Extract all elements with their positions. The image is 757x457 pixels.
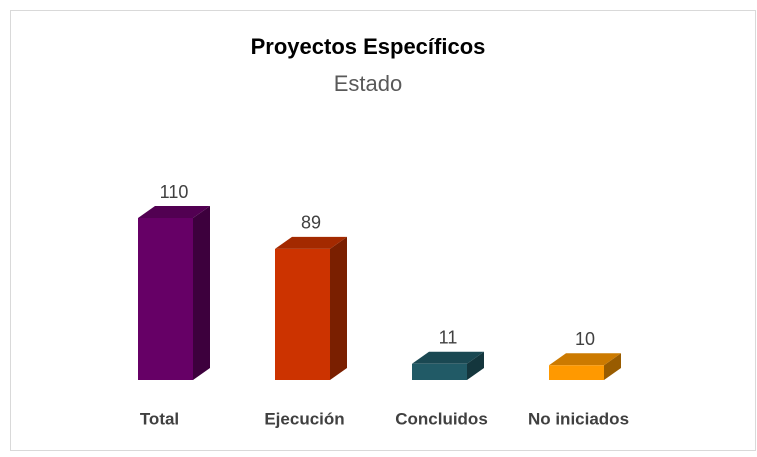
bar-side bbox=[193, 206, 210, 380]
value-label: 10 bbox=[575, 329, 595, 349]
bar bbox=[275, 236, 347, 380]
bar bbox=[549, 353, 621, 380]
bar bbox=[138, 206, 210, 380]
value-label: 110 bbox=[160, 182, 189, 202]
bar-top bbox=[412, 351, 484, 364]
bar-front bbox=[549, 365, 604, 380]
bar-top bbox=[549, 353, 621, 366]
bar-front bbox=[138, 218, 193, 380]
x-tick-label: No iniciados bbox=[528, 409, 629, 428]
value-label: 11 bbox=[439, 328, 458, 348]
x-tick-label: Total bbox=[140, 409, 179, 428]
bar-top bbox=[138, 206, 210, 218]
bar-front bbox=[275, 248, 330, 380]
bar-side bbox=[604, 353, 621, 380]
bar bbox=[412, 351, 484, 380]
x-tick-label: Ejecución bbox=[264, 409, 344, 428]
value-label: 89 bbox=[301, 213, 321, 233]
bar-front bbox=[412, 363, 467, 380]
chart-subtitle: Estado bbox=[334, 71, 403, 96]
bar-top bbox=[275, 236, 347, 249]
bar-side bbox=[467, 351, 484, 380]
bar-side bbox=[330, 236, 347, 380]
chart-title: Proyectos Específicos bbox=[251, 34, 486, 59]
chart-frame bbox=[10, 10, 756, 451]
x-tick-label: Concluidos bbox=[395, 409, 488, 428]
